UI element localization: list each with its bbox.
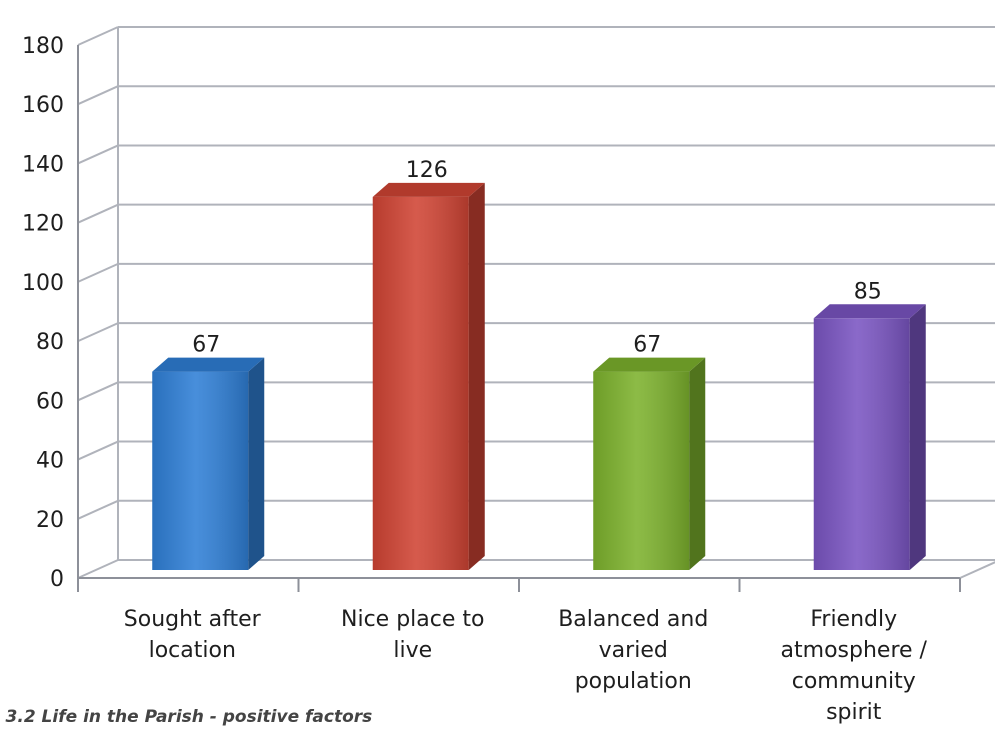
bar-side — [248, 357, 265, 570]
bar-shading — [372, 196, 469, 570]
category-label: Nice place to live — [341, 607, 484, 663]
y-tick-label: 40 — [36, 449, 64, 474]
gridline-side — [77, 499, 119, 520]
data-label: 85 — [854, 279, 882, 304]
gridline-side — [77, 144, 119, 165]
category-label: Balanced and varied population — [558, 607, 708, 694]
bar-top — [372, 182, 485, 197]
y-tick-label: 20 — [36, 508, 64, 533]
category-labels: Sought after location Nice place to live Bal… — [124, 607, 928, 725]
bar-top — [813, 304, 926, 319]
gridline-side — [77, 85, 119, 106]
bar-side — [689, 357, 706, 570]
gridline-side — [77, 26, 119, 46]
gridline-side — [77, 262, 119, 283]
y-tick-label: 80 — [36, 330, 64, 355]
category-label: Friendly atmosphere / community spirit — [781, 607, 928, 725]
bar-top — [593, 357, 706, 372]
bar-shading — [152, 371, 249, 570]
data-label: 67 — [633, 333, 661, 358]
bar — [593, 357, 706, 570]
data-label: 67 — [192, 333, 220, 358]
bar-side — [909, 304, 926, 570]
bar-shading — [813, 318, 910, 570]
gridline-side — [77, 559, 119, 579]
bar-side — [468, 182, 485, 570]
y-tick-label: 100 — [22, 271, 64, 296]
gridline-side — [77, 322, 119, 343]
gridline-side — [77, 203, 119, 224]
bar — [372, 182, 485, 570]
gridline-side — [77, 381, 119, 402]
y-tick-label: 160 — [22, 93, 64, 118]
category-label: Sought after location — [124, 607, 262, 663]
bars — [152, 182, 926, 570]
data-labels: 67 126 67 85 — [192, 158, 882, 358]
y-tick-labels: 0 20 40 60 80 100 120 140 160 180 — [22, 34, 64, 592]
bar — [152, 357, 265, 570]
gridlines — [77, 26, 995, 579]
y-tick-label: 60 — [36, 389, 64, 414]
y-tick-label: 120 — [22, 212, 64, 237]
axes — [77, 27, 995, 592]
y-tick-label: 0 — [50, 567, 64, 592]
data-label: 126 — [406, 158, 448, 183]
bar-top — [152, 357, 265, 372]
floor-edge — [959, 561, 995, 579]
y-tick-label: 180 — [22, 34, 64, 59]
bar-shading — [593, 371, 690, 570]
y-tick-label: 140 — [22, 152, 64, 177]
gridline-side — [77, 440, 119, 461]
bar — [813, 304, 926, 570]
figure-caption: Fig 3.2 Life in the Parish - positive fa… — [0, 707, 372, 727]
